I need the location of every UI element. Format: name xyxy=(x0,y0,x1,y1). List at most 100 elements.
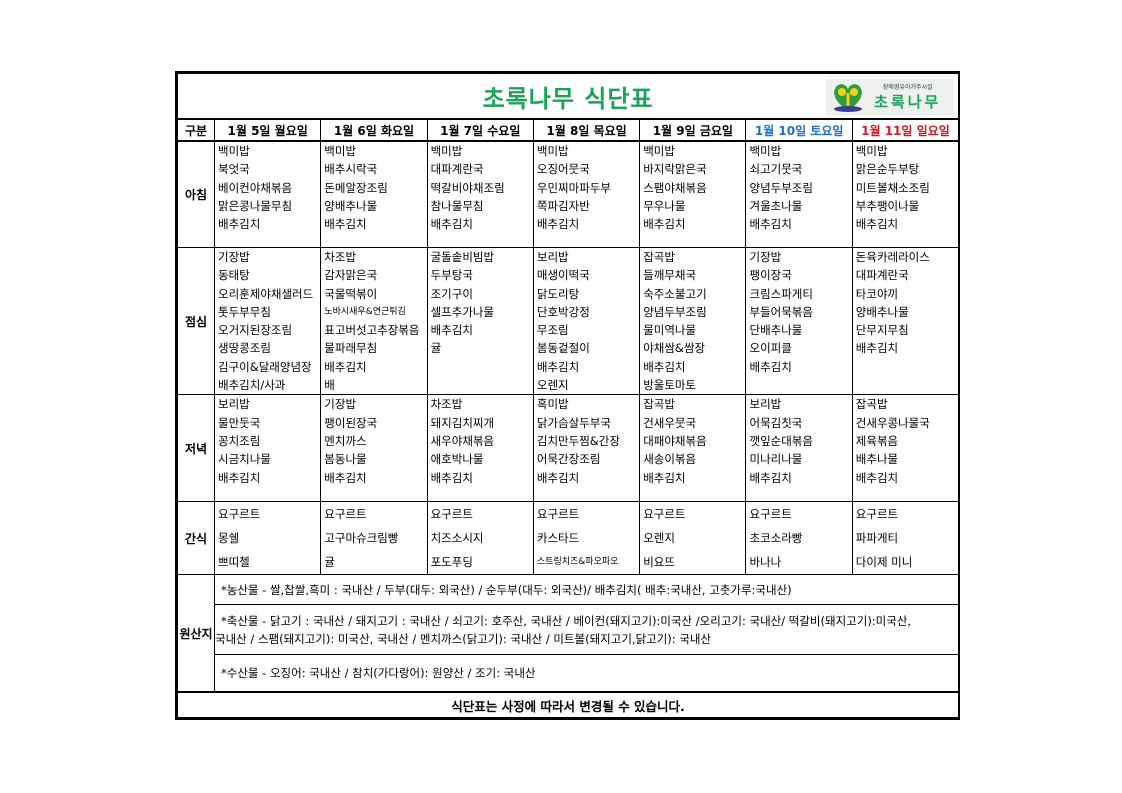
menu-item: 국물떡볶이 xyxy=(324,286,378,301)
menu-item: 노바시새우&연근튀김 xyxy=(324,306,406,317)
menu-item: 매생이떡국 xyxy=(536,268,590,283)
menu-item: 들깨무채국 xyxy=(643,268,697,283)
menu-item: 배추김치 xyxy=(430,470,473,485)
meal-cell: 보리밥 물만둣국 꽁치조림 시금치나물 배추김치 xyxy=(213,394,322,503)
menu-item: 단무지무침 xyxy=(855,323,909,338)
meal-cell: 백미밥 오징어뭇국 우민찌마파두부 쪽파김자반 배추김치 xyxy=(532,140,641,248)
menu-item: 백미밥 xyxy=(536,144,569,158)
menu-item: 팽이된장국 xyxy=(324,415,378,430)
menu-item: 야채쌈&쌈장 xyxy=(643,341,706,356)
menu-item: 떡갈비야채조림 xyxy=(430,180,505,195)
menu-item: 쇠고기뭇국 xyxy=(749,162,803,177)
menu-item: 톳두부무침 xyxy=(218,304,271,319)
meal-label: 아침 xyxy=(177,140,215,248)
menu-item: 잡곡밥 xyxy=(855,397,888,412)
menu-item: 양념두부조림 xyxy=(749,180,813,195)
meal-cell: 굴돌솥비빔밥 두부탕국 조기구이 셀프추가나물 배추김치 귤 xyxy=(426,246,534,396)
heart-tree-logo-icon xyxy=(834,84,863,112)
menu-item: 굴돌솥비빔밥 xyxy=(430,250,495,264)
menu-item: 우민찌마파두부 xyxy=(536,180,611,195)
meal-cell: 요구르트 오렌지 비요뜨 xyxy=(639,501,747,576)
menu-item: 돼지김치찌개 xyxy=(430,415,495,430)
origin-seafood: *수산물 - 오징어: 국내산 / 참치(가다랑어): 원양산 / 조기: 국내… xyxy=(213,654,960,693)
menu-item: 건새우콩나물국 xyxy=(855,415,930,430)
day-header: 1월 8일 목요일 xyxy=(532,118,641,142)
meal-cell: 백미밥 배추시락국 돈메알장조림 양배추나물 배추김치 xyxy=(320,140,428,248)
menu-item: 물미역나물 xyxy=(643,323,697,338)
menu-item: 비요뜨 xyxy=(643,555,675,570)
menu-item: 미나리나물 xyxy=(749,452,803,467)
menu-item: 백미밥 xyxy=(749,144,782,158)
menu-item: 배추김치 xyxy=(536,217,580,232)
menu-item: 배 xyxy=(324,378,335,393)
menu-item: 쪽파김자반 xyxy=(536,198,590,213)
meal-cell: 기장밥 팽이장국 크림스파게티 부들어묵볶음 단배추나물 오이피클 배추김치 xyxy=(745,246,853,396)
meal-cell: 돈육카레라이스 대파계란국 타코야끼 양배추나물 단무지무침 배추김치 xyxy=(851,246,960,396)
meal-cell: 백미밥 맑은순두부탕 미트볼채소조림 부추팽이나물 배추김치 xyxy=(851,140,960,248)
menu-item: 셀프추가나물 xyxy=(430,304,495,319)
menu-item: 맑은순두부탕 xyxy=(855,162,920,177)
menu-item: 기장밥 xyxy=(749,250,782,264)
meal-cell: 백미밥 쇠고기뭇국 양념두부조림 겨울초나물 배추김치 xyxy=(745,140,853,248)
menu-item: 요구르트 xyxy=(536,507,580,522)
menu-item: 숙주소불고기 xyxy=(643,286,707,301)
menu-item: 양념두부조림 xyxy=(643,304,707,319)
menu-item: 백미밥 xyxy=(218,144,250,158)
menu-item: 미트볼채소조림 xyxy=(855,180,930,195)
meal-label: 간식 xyxy=(177,501,215,576)
header-label: 구분 xyxy=(177,118,215,142)
meal-cell: 잡곡밥 들깨무채국 숙주소불고기 양념두부조림 물미역나물 야채쌈&쌈장 배추김치 방울토마토 xyxy=(639,246,747,396)
menu-item: 배추김치 xyxy=(536,359,580,374)
meal-cell: 차조밥 감자맑은국 국물떡볶이 노바시새우&연근튀김 표고버섯고추장볶음 물파래무침 배추김… xyxy=(320,246,428,396)
meal-cell: 잡곡밥 건새우뭇국 대패야채볶음 새송이볶음 배추김치 xyxy=(639,394,747,503)
menu-item: 포도푸딩 xyxy=(430,555,473,570)
menu-item: 보리밥 xyxy=(536,250,569,264)
footer-notice: 식단표는 사정에 따라서 변경될 수 있습니다. xyxy=(176,691,960,719)
menu-item: 요구르트 xyxy=(855,507,899,522)
menu-item: 양배추나물 xyxy=(855,304,909,319)
menu-item: 백미밥 xyxy=(855,144,888,158)
header-row: 구분 1월 5일 월요일 1월 6일 화요일 1월 7일 수요일 1월 8일 목요일 1… xyxy=(177,118,960,142)
menu-item: 동태탕 xyxy=(218,268,250,283)
menu-item: 돈육카레라이스 xyxy=(855,250,930,264)
origin-agri: *농산물 - 쌀,찹쌀,흑미 : 국내산 / 두부(대두: 외국산) / 순두부… xyxy=(213,574,960,606)
day-header: 1월 9일 금요일 xyxy=(639,118,747,142)
day-header: 1월 7일 수요일 xyxy=(426,118,534,142)
meal-cell: 백미밥 바지락맑은국 스팸야채볶음 무우나물 배추김치 xyxy=(639,140,747,248)
menu-item: 스팸야채볶음 xyxy=(643,180,707,195)
meal-cell: 요구르트 카스타드 스트링치즈&파오파오 xyxy=(532,501,641,576)
menu-item: 깻잎순대볶음 xyxy=(749,433,813,448)
menu-item: 귤 xyxy=(324,555,335,570)
menu-item: 부추팽이나물 xyxy=(855,198,920,213)
menu-item: 단호박강정 xyxy=(536,304,590,319)
menu-item: 배추김치 xyxy=(218,217,261,232)
menu-item: 보리밥 xyxy=(749,397,782,412)
menu-item: 기장밥 xyxy=(324,397,357,412)
menu-item: 북엇국 xyxy=(218,162,250,177)
menu-item: 제육볶음 xyxy=(855,433,899,448)
day-header: 1월 11일 일요일 xyxy=(851,118,960,142)
menu-item: 백미밥 xyxy=(324,144,357,158)
menu-item: 치즈소시지 xyxy=(430,531,484,546)
menu-item: 타코야끼 xyxy=(855,286,899,301)
menu-item: 감자맑은국 xyxy=(324,268,378,283)
meal-cell: 백미밥 북엇국 베이컨야채볶음 맑은콩나물무침 배추김치 xyxy=(213,140,322,248)
menu-table: 초록나무 식단표 장애영유아거주시설 초록나무 구분 1월 5일 월요일 1월 6… xyxy=(176,73,960,719)
menu-item: 바지락맑은국 xyxy=(643,162,707,177)
menu-item: 멘치까스 xyxy=(324,433,367,448)
meal-row: 아침 백미밥 북엇국 베이컨야채볶음 맑은콩나물무침 배추김치 백미밥 배추시락국 돈메알장조림… xyxy=(177,140,960,248)
menu-item: 표고버섯고추장볶음 xyxy=(324,323,420,338)
menu-item: 배추김치 xyxy=(430,217,473,232)
menu-item: 어묵김칫국 xyxy=(749,415,803,430)
menu-item: 오렌지 xyxy=(536,378,569,393)
meal-row: 간식 요구르트 몽쉘 쁘띠첼 요구르트 고구마슈크림빵 귤 요구르트 치즈소시지 포도푸딩 요구르트… xyxy=(177,501,960,576)
menu-item: 돈메알장조림 xyxy=(324,180,388,195)
menu-item: 쁘띠첼 xyxy=(218,555,250,570)
menu-item: 초코소라빵 xyxy=(749,531,803,546)
menu-item: 배추김치 xyxy=(855,470,899,485)
menu-item: 배추김치 xyxy=(324,359,367,374)
menu-item: 배추김치 xyxy=(749,359,792,374)
meal-row: 저녁 보리밥 물만둣국 꽁치조림 시금치나물 배추김치 기장밥 팽이된장국 멘치까스 봄동나물 배추… xyxy=(177,394,960,503)
menu-item: 백미밥 xyxy=(430,144,463,158)
meal-cell: 차조밥 돼지김치찌개 새우야채볶음 애호박나물 배추김치 xyxy=(426,394,534,503)
